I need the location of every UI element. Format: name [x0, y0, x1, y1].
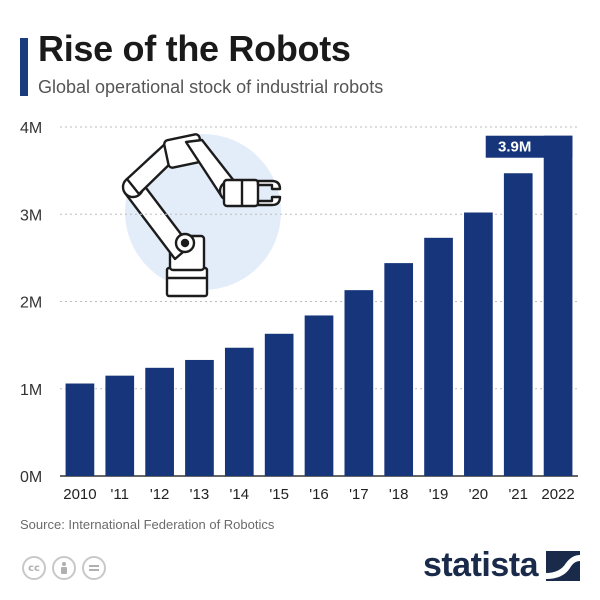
robot-arm-icon — [121, 133, 282, 298]
x-tick-label: '21 — [508, 486, 528, 503]
x-tick-label: '20 — [469, 486, 489, 503]
bar — [65, 383, 95, 476]
y-tick-label: 2M — [20, 295, 42, 312]
cc-icon: cc — [22, 556, 46, 580]
by-icon — [52, 556, 76, 580]
x-tick-label: '16 — [309, 486, 329, 503]
x-tick-label: '13 — [190, 486, 210, 503]
x-tick-label: '19 — [429, 486, 449, 503]
x-tick-label: '18 — [389, 486, 409, 503]
x-tick-label: '15 — [269, 486, 289, 503]
chart-title: Rise of the Robots — [38, 28, 351, 69]
data-label: 3.9M — [498, 139, 531, 156]
bar — [344, 290, 374, 476]
bar — [105, 375, 135, 476]
statista-logo: statista — [423, 546, 580, 585]
bar — [384, 263, 414, 476]
title-accent-bar — [20, 38, 28, 96]
x-tick-label: 2010 — [63, 486, 96, 503]
bar — [424, 237, 453, 476]
bar — [304, 315, 334, 476]
brand-name: statista — [422, 546, 539, 584]
x-tick-label: '14 — [230, 486, 250, 503]
x-tick-label: '11 — [111, 486, 129, 503]
y-tick-label: 3M — [20, 207, 42, 224]
x-tick-label: '12 — [150, 486, 170, 503]
y-tick-label: 1M — [20, 382, 42, 399]
bar — [224, 347, 254, 476]
y-tick-label: 4M — [20, 120, 42, 137]
chart-subtitle: Global operational stock of industrial r… — [38, 77, 384, 97]
bar — [185, 359, 214, 476]
bar — [145, 367, 174, 476]
data-label-box — [485, 135, 573, 158]
y-tick-label: 0M — [20, 469, 42, 486]
license-icons: cc — [22, 556, 106, 582]
statista-logo-icon — [546, 550, 580, 581]
x-tick-label: 2022 — [541, 486, 574, 503]
bar — [543, 135, 573, 476]
bar — [503, 173, 533, 476]
nd-icon — [82, 556, 106, 580]
source-note: Source: International Federation of Robo… — [20, 517, 275, 532]
x-tick-label: '17 — [349, 486, 369, 503]
bar — [264, 333, 294, 476]
bar — [464, 212, 493, 476]
